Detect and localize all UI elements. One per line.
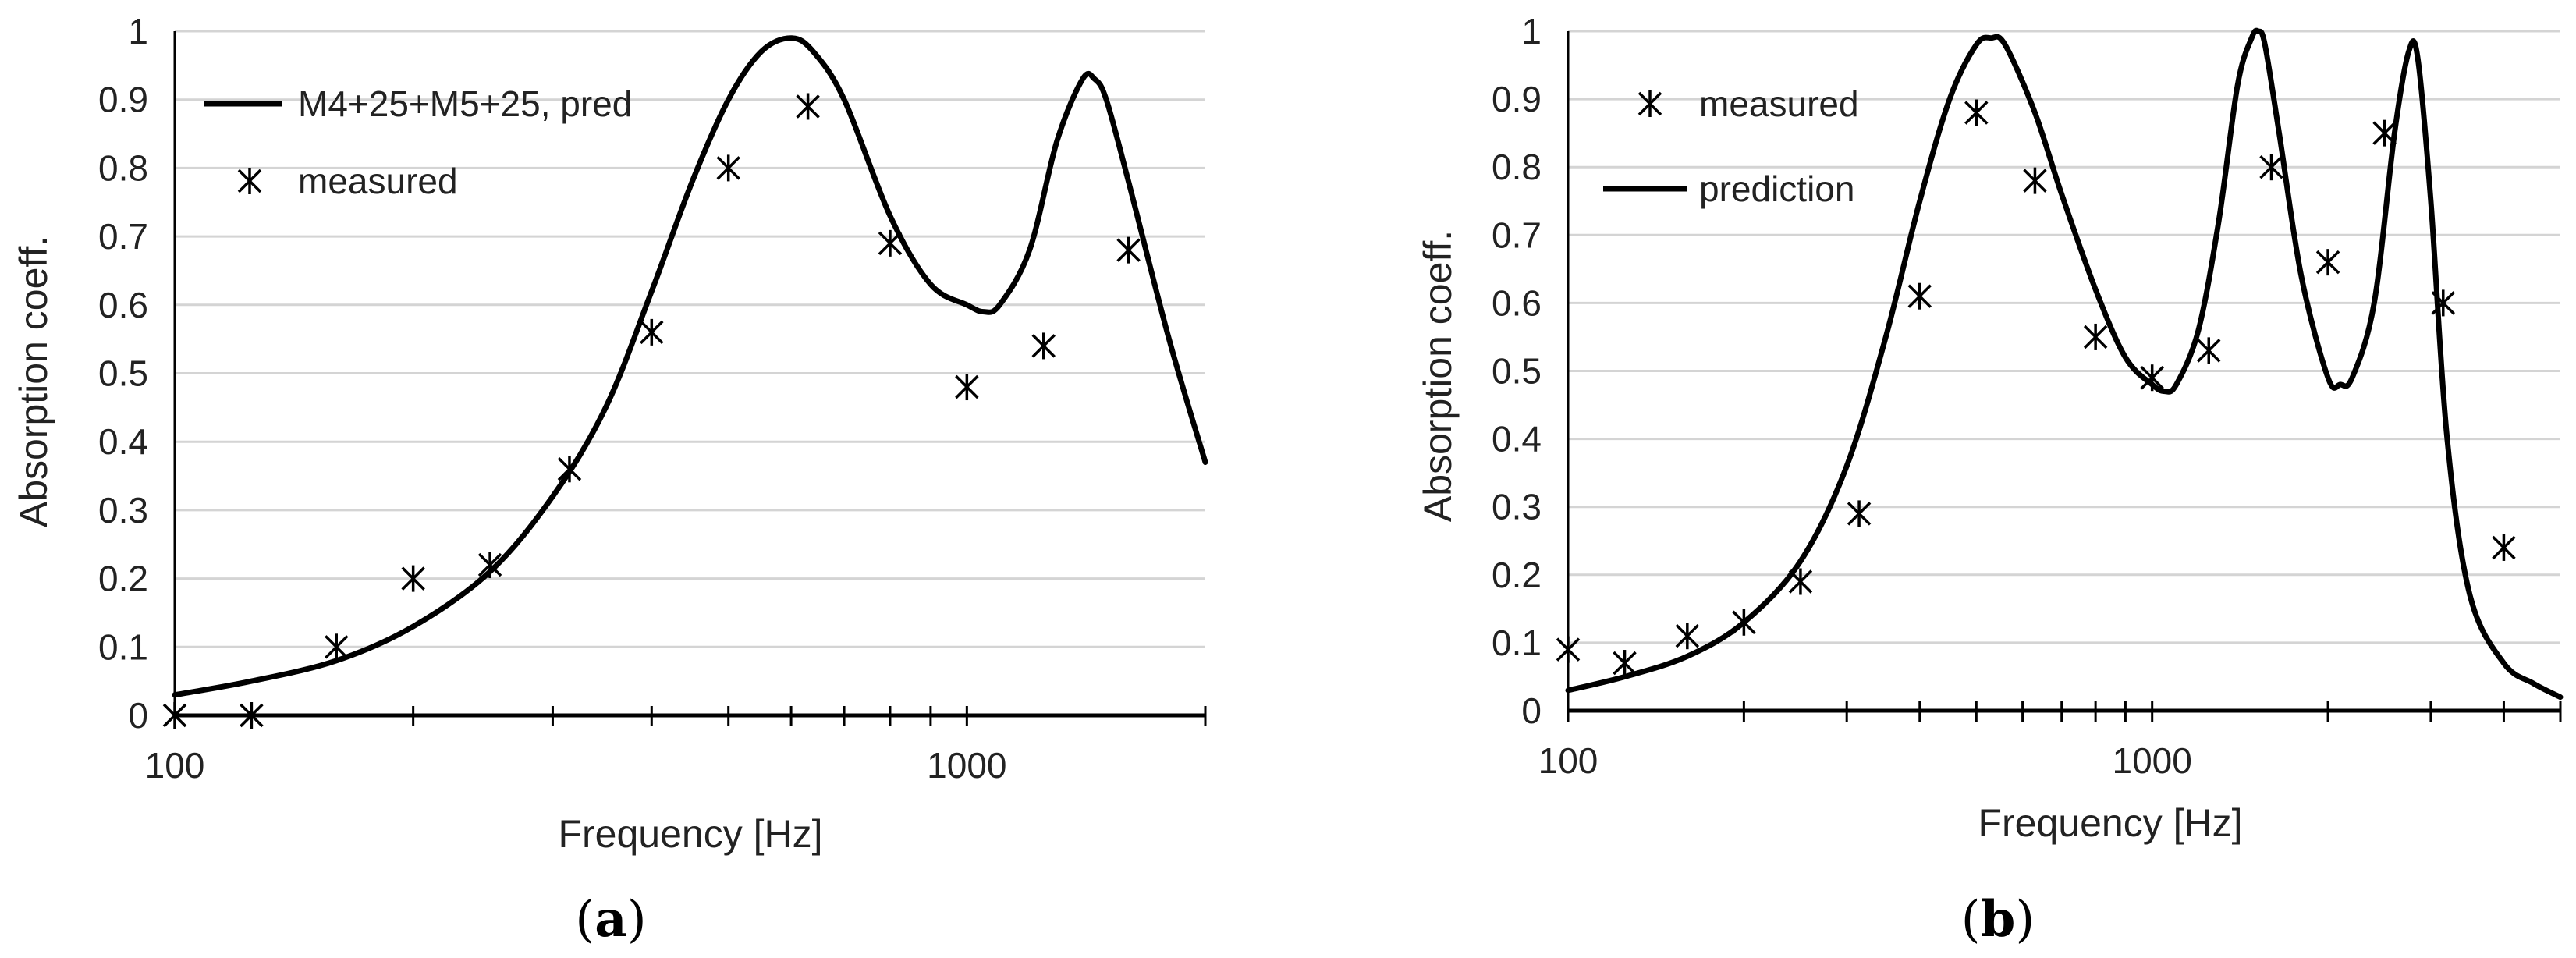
y-tick-label: 1 <box>1521 11 1542 51</box>
y-axis-title: Absorption coeff. <box>1416 230 1460 522</box>
x-tick-label: 1000 <box>2113 740 2192 781</box>
y-tick-label: 0.1 <box>98 626 148 667</box>
y-tick-label: 0.2 <box>1492 555 1542 595</box>
data-point <box>325 633 349 661</box>
y-tick-label: 0.1 <box>1492 623 1542 663</box>
legend-asterisk-symbol <box>1637 90 1662 117</box>
tick-labels: 0 0.1 0.2 0.3 0.4 0.5 0.6 0.7 0.8 0.9 1 100 1000 <box>1492 11 2192 781</box>
series-line <box>172 35 1208 698</box>
axes <box>173 31 1207 726</box>
legend-label-measured: measured <box>1699 83 1859 124</box>
data-point <box>2197 337 2221 364</box>
y-tick-label: 0.8 <box>1492 147 1542 187</box>
data-point <box>162 702 187 729</box>
data-point <box>1613 650 1637 677</box>
axes <box>1567 31 2562 722</box>
y-tick-label: 0.6 <box>98 285 148 325</box>
data-point <box>955 374 979 401</box>
y-tick-label: 0.9 <box>1492 79 1542 119</box>
y-tick-label: 0.4 <box>98 421 148 462</box>
data-point <box>477 552 502 579</box>
data-point <box>1964 99 1989 126</box>
y-tick-label: 0 <box>128 695 148 736</box>
y-tick-label: 1 <box>128 11 148 51</box>
data-point <box>2259 154 2283 181</box>
data-point <box>1031 332 1056 360</box>
data-point <box>557 456 582 483</box>
series <box>162 35 1208 729</box>
data-point <box>1556 636 1581 663</box>
data-point <box>2492 534 2516 561</box>
tick-labels: 0 0.1 0.2 0.3 0.4 0.5 0.6 0.7 0.8 0.9 1 100 1000 <box>98 11 1006 786</box>
x-tick-label: 100 <box>145 745 205 786</box>
y-tick-label: 0.5 <box>1492 351 1542 392</box>
y-tick-label: 0 <box>1521 690 1542 731</box>
data-point <box>401 565 425 592</box>
legend-label-measured: measured <box>298 161 458 201</box>
data-point <box>878 229 903 257</box>
series <box>1556 27 2564 701</box>
y-axis-title: Absorption coeff. <box>12 236 55 527</box>
legend-asterisk-symbol <box>237 168 262 194</box>
data-point <box>2083 323 2108 350</box>
y-tick-label: 0.3 <box>1492 487 1542 527</box>
data-point <box>1116 236 1141 264</box>
y-tick-label: 0.8 <box>98 147 148 188</box>
data-point <box>716 154 740 182</box>
data-point <box>796 93 820 120</box>
data-point <box>1675 623 1700 650</box>
legend-label-pred: M4+25+M5+25, pred <box>298 83 632 124</box>
y-tick-label: 0.3 <box>98 490 148 530</box>
x-axis-title: Frequency [Hz] <box>1978 801 2242 845</box>
y-tick-label: 0.9 <box>98 80 148 120</box>
data-point <box>2023 167 2047 194</box>
gridlines <box>175 30 1205 648</box>
x-axis-title: Frequency [Hz] <box>558 812 822 856</box>
panel-label-a: (a) <box>575 890 646 949</box>
data-point <box>640 318 664 346</box>
gridlines <box>1568 30 2560 644</box>
legend: M4+25+M5+25, pred measured <box>204 83 632 201</box>
y-tick-label: 0.7 <box>98 216 148 257</box>
chart-panel-b: 0 0.1 0.2 0.3 0.4 0.5 0.6 0.7 0.8 0.9 1 100 1000 Abs… <box>1416 11 2564 949</box>
y-tick-label: 0.6 <box>1492 282 1542 323</box>
y-tick-label: 0.2 <box>98 559 148 599</box>
y-tick-label: 0.5 <box>98 353 148 394</box>
y-tick-label: 0.7 <box>1492 215 1542 255</box>
y-tick-label: 0.4 <box>1492 419 1542 459</box>
data-point <box>1847 500 1872 527</box>
x-tick-label: 1000 <box>927 745 1006 786</box>
data-point <box>240 702 264 729</box>
x-tick-label: 100 <box>1538 740 1598 781</box>
legend: measured prediction <box>1603 83 1859 209</box>
legend-label-prediction: prediction <box>1699 169 1854 209</box>
data-point <box>1907 282 1932 310</box>
chart-panel-a: 0 0.1 0.2 0.3 0.4 0.5 0.6 0.7 0.8 0.9 1 100 1000 Abs… <box>12 11 1208 949</box>
panel-label-b: (b) <box>1961 890 2035 949</box>
series-line <box>1565 27 2564 701</box>
data-point <box>2315 249 2340 276</box>
